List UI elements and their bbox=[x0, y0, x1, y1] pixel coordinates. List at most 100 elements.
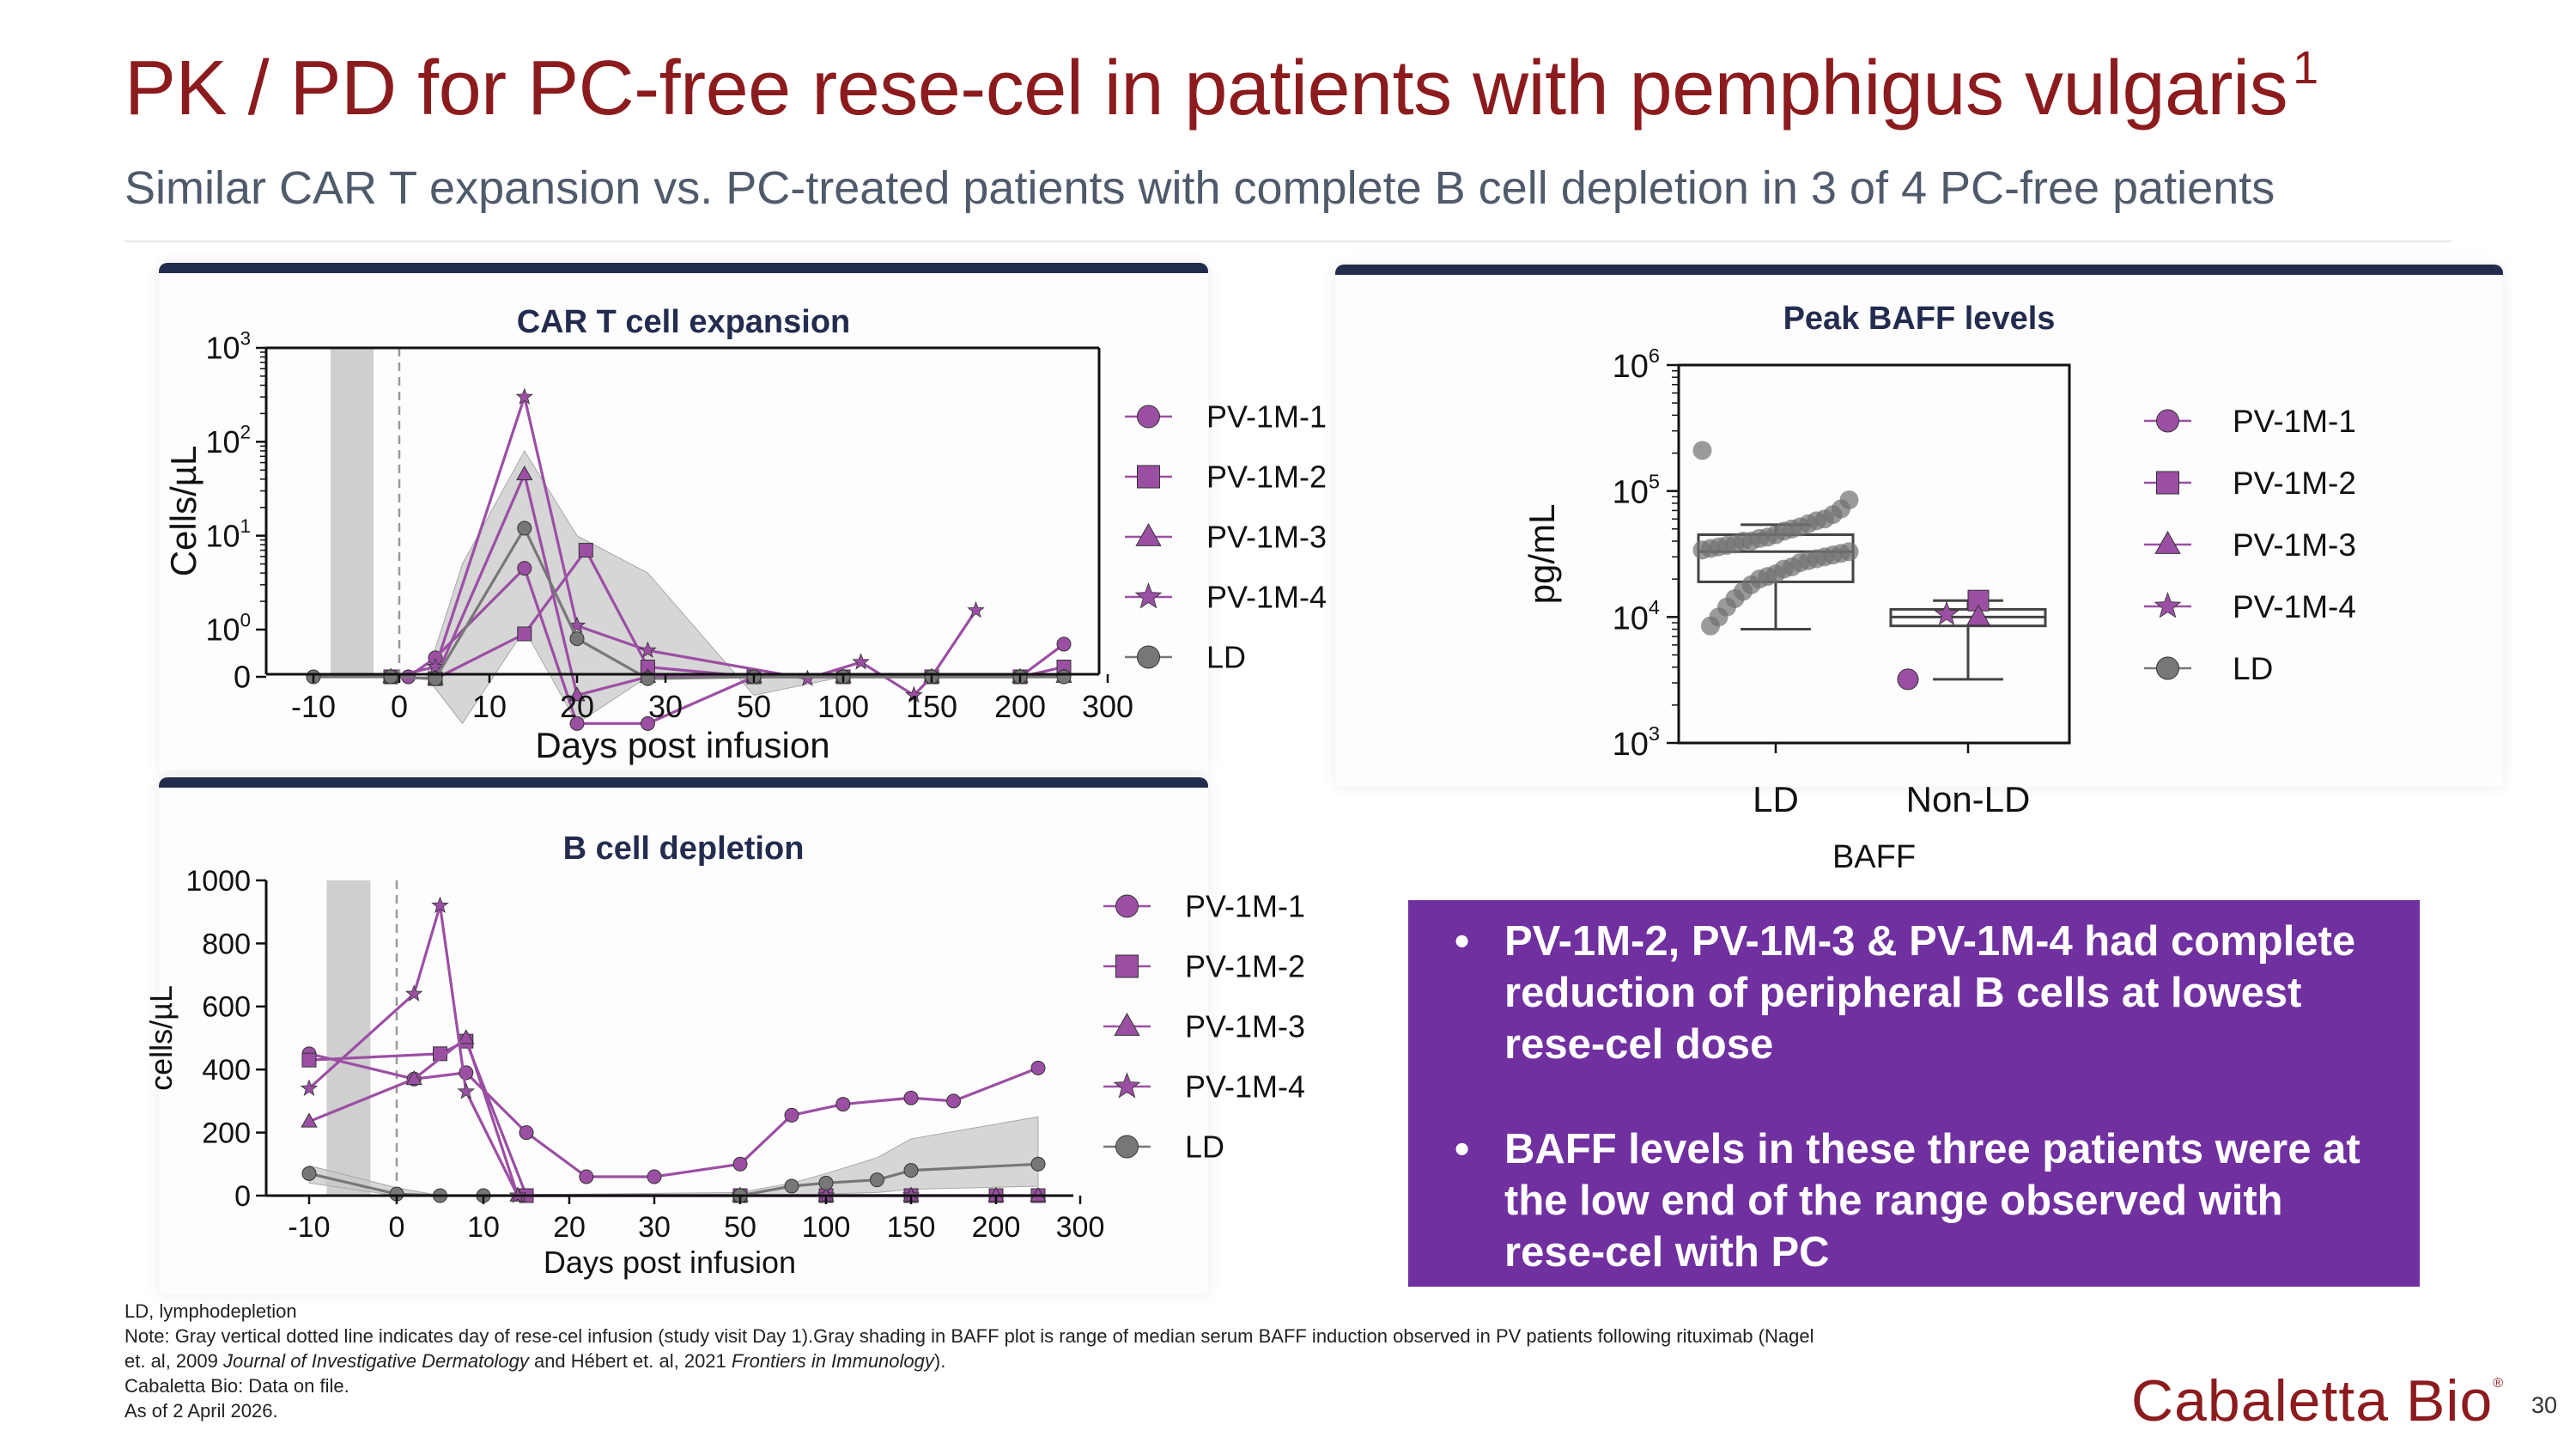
x-tick-label: 150 bbox=[887, 1211, 936, 1244]
y-tick-label: 0 bbox=[234, 1180, 251, 1213]
data-point bbox=[519, 1125, 534, 1141]
data-point bbox=[905, 685, 923, 703]
ld-range-band bbox=[308, 1116, 1039, 1196]
x-tick-label: 100 bbox=[802, 1211, 851, 1244]
legend-circle-marker bbox=[1115, 894, 1139, 918]
legend-label: PV-1M-4 bbox=[1185, 1069, 1305, 1105]
y-tick-label: 106 bbox=[1613, 344, 1660, 385]
data-point bbox=[301, 1112, 318, 1128]
data-point bbox=[903, 1163, 919, 1178]
x-tick-label: 300 bbox=[1082, 689, 1133, 724]
x-tick-label: -10 bbox=[291, 689, 336, 724]
finding-text: PV-1M-2, PV-1M-3 & PV-1M-4 had complete … bbox=[1504, 918, 2356, 1068]
ld-data-point bbox=[1692, 540, 1712, 560]
x-tick-label: 20 bbox=[553, 1211, 586, 1244]
legend-label: PV-1M-2 bbox=[1185, 949, 1305, 984]
legend-label: LD bbox=[1185, 1129, 1224, 1165]
baff-chart: 103 104 105 106 LD Non-LD BAFF pg/mL PV-1M-1 PV-1… bbox=[1522, 344, 2356, 875]
data-point bbox=[1030, 1060, 1046, 1075]
ld-data-point bbox=[1692, 441, 1712, 460]
bullet-icon: • bbox=[1455, 918, 1470, 965]
bcell-chart-title: B cell depletion bbox=[562, 831, 805, 867]
y-tick-label: 800 bbox=[202, 928, 251, 960]
x-tick-label: 30 bbox=[638, 1211, 671, 1244]
data-point bbox=[1056, 669, 1072, 685]
x-tick-label: 10 bbox=[472, 689, 507, 724]
y-axis-label: cells/µL bbox=[143, 985, 179, 1091]
x-tick-label: 0 bbox=[391, 689, 408, 724]
x-tick-label: -10 bbox=[288, 1211, 330, 1244]
patient-data-point bbox=[1897, 668, 1919, 691]
data-point bbox=[301, 1166, 317, 1181]
data-point bbox=[784, 1178, 799, 1194]
legend-label: PV-1M-1 bbox=[1206, 399, 1327, 435]
bullet-icon: • bbox=[1455, 1126, 1470, 1172]
footnote-line: Cabaletta Bio: Data on file. bbox=[125, 1375, 349, 1397]
car-t-chart: -10 0 10 20 30 50 100 150 200 300 0 100 101 102 103 Day… bbox=[163, 327, 1327, 765]
y-tick-label: 105 bbox=[1613, 471, 1660, 511]
x-tick-label: 10 bbox=[467, 1211, 500, 1244]
legend-triangle-marker bbox=[1114, 1013, 1140, 1036]
footnote-line: LD, lymphodepletion bbox=[125, 1300, 297, 1322]
legend-circle-marker bbox=[1137, 645, 1160, 669]
ld-range-band bbox=[391, 449, 1064, 725]
data-point bbox=[1030, 1156, 1046, 1172]
y-tick-label: 200 bbox=[202, 1117, 251, 1150]
legend-label: PV-1M-3 bbox=[1185, 1009, 1305, 1044]
patient-data-point bbox=[1934, 600, 1959, 625]
legend-star-marker bbox=[1134, 582, 1163, 609]
y-tick-label: 100 bbox=[206, 609, 251, 647]
data-point bbox=[457, 1082, 476, 1099]
data-point bbox=[301, 1052, 317, 1068]
x-tick-label: 200 bbox=[994, 689, 1046, 724]
car-t-chart-title: CAR T cell expansion bbox=[516, 304, 851, 340]
data-point bbox=[639, 641, 657, 658]
data-point bbox=[946, 1093, 961, 1109]
y-axis-label: Cells/µL bbox=[163, 446, 204, 577]
y-tick-label: 101 bbox=[206, 515, 251, 553]
y-tick-label: 103 bbox=[206, 327, 251, 365]
data-point bbox=[732, 1156, 748, 1172]
baff-chart-title: Peak BAFF levels bbox=[1783, 301, 2056, 337]
ld-data-point bbox=[1701, 616, 1720, 636]
title-superscript: 1 bbox=[2293, 42, 2318, 94]
x-tick-label: 0 bbox=[389, 1211, 405, 1244]
page-number: 30 bbox=[2531, 1392, 2558, 1418]
y-tick-label: 400 bbox=[202, 1054, 251, 1087]
x-axis-label: Days post infusion bbox=[544, 1245, 796, 1280]
key-findings-callout: • PV-1M-2, PV-1M-3 & PV-1M-4 had complete… bbox=[1408, 900, 2420, 1287]
legend-label: PV-1M-3 bbox=[2233, 527, 2356, 563]
legend-triangle-marker bbox=[1135, 523, 1162, 546]
data-point bbox=[458, 1029, 475, 1044]
y-tick-label: 0 bbox=[234, 660, 251, 695]
data-point bbox=[515, 387, 533, 405]
bcell-chart: -10 0 10 20 30 50 100 150 200 300 0 200 400 600 800 100… bbox=[143, 865, 1305, 1280]
y-tick-label: 102 bbox=[206, 422, 251, 460]
finding-item: • PV-1M-2, PV-1M-3 & PV-1M-4 had complete… bbox=[1443, 916, 2385, 1070]
slide-title: PK / PD for PC-free rese-cel in patients… bbox=[125, 42, 2318, 131]
data-point bbox=[1056, 636, 1072, 652]
y-tick-label: 104 bbox=[1613, 596, 1660, 636]
y-tick-label: 1000 bbox=[185, 865, 251, 898]
footnote-line: Note: Gray vertical dotted line indicate… bbox=[125, 1325, 1814, 1347]
footnotes: LD, lymphodepletion Note: Gray vertical … bbox=[125, 1299, 2099, 1423]
legend-triangle-marker bbox=[2154, 531, 2181, 554]
x-tick-label: 100 bbox=[817, 689, 869, 724]
company-logo: Cabaletta Bio® bbox=[2131, 1368, 2505, 1434]
data-point bbox=[784, 1107, 799, 1123]
data-point bbox=[578, 543, 593, 558]
footnote-line: As of 2 April 2026. bbox=[125, 1400, 278, 1422]
data-point bbox=[869, 1172, 884, 1188]
baff-panel: Peak BAFF levels bbox=[1335, 265, 2503, 787]
data-point bbox=[579, 1169, 594, 1184]
data-point bbox=[459, 1065, 474, 1081]
legend-label: PV-1M-4 bbox=[1206, 580, 1327, 615]
legend-star-marker bbox=[2154, 592, 2182, 618]
y-tick-label: 600 bbox=[202, 991, 251, 1024]
legend-square-marker bbox=[2156, 471, 2179, 495]
x-tick-label: 30 bbox=[648, 689, 683, 724]
title-divider bbox=[125, 240, 2451, 242]
x-tick-label: 20 bbox=[560, 689, 594, 724]
legend-square-marker bbox=[1115, 954, 1139, 978]
